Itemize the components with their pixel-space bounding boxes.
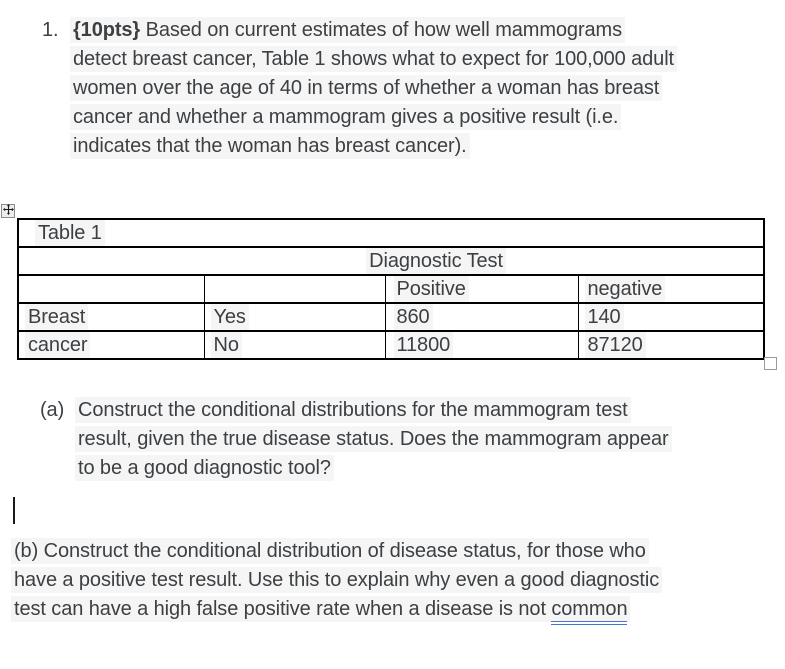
table-title-cell[interactable]: Table 1 (17, 218, 765, 248)
part-a-text: Construct the conditional distributions … (75, 397, 631, 423)
question-text: women over the age of 40 in terms of whe… (70, 75, 663, 101)
text-line: detect breast cancer, Table 1 shows what… (70, 45, 677, 74)
table-resize-handle[interactable] (764, 357, 777, 370)
table-title: Table 1 (35, 221, 105, 245)
diagnostic-test-header-cell[interactable]: Diagnostic Test (17, 246, 765, 276)
row-answer-cell[interactable]: No (203, 330, 386, 360)
question-text: indicates that the woman has breast canc… (70, 133, 470, 159)
data-table: Table 1 Diagnostic Test Positive negativ… (17, 218, 766, 360)
part-b-text: (b) Construct the conditional distributi… (11, 538, 649, 564)
list-number: 1. (42, 19, 59, 41)
move-cross-icon (2, 202, 14, 220)
col-header-negative[interactable]: negative (577, 274, 765, 304)
question-text: cancer and whether a mammogram gives a p… (70, 104, 622, 130)
text-line: test can have a high false positive rate… (11, 595, 659, 625)
part-b-text: have a positive test result. Use this to… (11, 567, 663, 593)
table-row: Table 1 (17, 218, 765, 248)
table-row: Diagnostic Test (17, 246, 765, 276)
table-row: cancer No 11800 87120 (17, 330, 765, 360)
empty-cell[interactable] (203, 274, 386, 304)
text-line: have a positive test result. Use this to… (11, 566, 663, 595)
text-line: (a) Construct the conditional distributio… (40, 396, 669, 425)
row-label-cell[interactable]: cancer (17, 330, 205, 360)
grammar-underlined-word[interactable]: common (551, 598, 628, 625)
value-cell[interactable]: 87120 (577, 330, 765, 360)
part-a-text: result, given the true disease status. D… (75, 426, 672, 452)
part-a-paragraph: (a) Construct the conditional distributio… (40, 396, 672, 483)
part-b-text: test can have a high false positive rate… (14, 598, 552, 620)
list-marker-a: (a) (40, 399, 65, 421)
text-line: (b) Construct the conditional distributi… (11, 537, 659, 566)
row-answer-cell[interactable]: Yes (203, 302, 386, 332)
text-line: women over the age of 40 in terms of whe… (70, 74, 674, 103)
col-header-positive[interactable]: Positive (384, 274, 579, 304)
text-line: indicates that the woman has breast canc… (70, 132, 674, 161)
value-cell[interactable]: 140 (577, 302, 765, 332)
text-line: cancer and whether a mammogram gives a p… (70, 103, 674, 132)
table-row: Breast Yes 860 140 (17, 302, 765, 332)
text-cursor (13, 497, 15, 524)
table-row: Positive negative (17, 274, 765, 304)
row-label-cell[interactable]: Breast (17, 302, 205, 332)
diagnostic-test-header: Diagnostic Test (366, 249, 506, 273)
points-label: {10pts} (73, 19, 141, 41)
table-move-handle[interactable] (1, 204, 15, 218)
text-line: result, given the true disease status. D… (75, 425, 672, 454)
value-cell[interactable]: 11800 (384, 330, 579, 360)
question-text: detect breast cancer, Table 1 shows what… (70, 46, 677, 72)
value-cell[interactable]: 860 (384, 302, 579, 332)
empty-cell[interactable] (17, 274, 205, 304)
text-line: to be a good diagnostic tool? (75, 454, 669, 483)
question-paragraph: 1. {10pts} Based on current estimates of … (42, 16, 677, 161)
text-line: 1. {10pts} Based on current estimates of … (42, 16, 674, 45)
part-a-text: to be a good diagnostic tool? (75, 455, 334, 481)
question-text: Based on current estimates of how well m… (140, 19, 623, 41)
part-b-paragraph: (b) Construct the conditional distributi… (11, 537, 663, 625)
